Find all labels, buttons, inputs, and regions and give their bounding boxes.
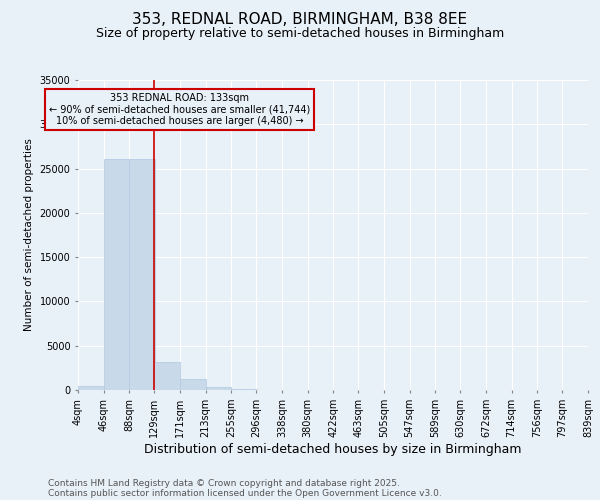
Bar	[104, 159, 130, 390]
Bar	[232, 389, 257, 390]
Bar	[130, 159, 155, 390]
Bar	[154, 362, 180, 390]
Text: Size of property relative to semi-detached houses in Birmingham: Size of property relative to semi-detach…	[96, 28, 504, 40]
X-axis label: Distribution of semi-detached houses by size in Birmingham: Distribution of semi-detached houses by …	[144, 442, 522, 456]
Text: 353, REDNAL ROAD, BIRMINGHAM, B38 8EE: 353, REDNAL ROAD, BIRMINGHAM, B38 8EE	[133, 12, 467, 28]
Y-axis label: Number of semi-detached properties: Number of semi-detached properties	[24, 138, 34, 332]
Bar	[206, 386, 232, 390]
Text: Contains HM Land Registry data © Crown copyright and database right 2025.: Contains HM Land Registry data © Crown c…	[48, 478, 400, 488]
Text: 353 REDNAL ROAD: 133sqm
← 90% of semi-detached houses are smaller (41,744)
10% o: 353 REDNAL ROAD: 133sqm ← 90% of semi-de…	[49, 94, 310, 126]
Text: Contains public sector information licensed under the Open Government Licence v3: Contains public sector information licen…	[48, 488, 442, 498]
Bar	[180, 380, 206, 390]
Bar	[78, 386, 104, 390]
